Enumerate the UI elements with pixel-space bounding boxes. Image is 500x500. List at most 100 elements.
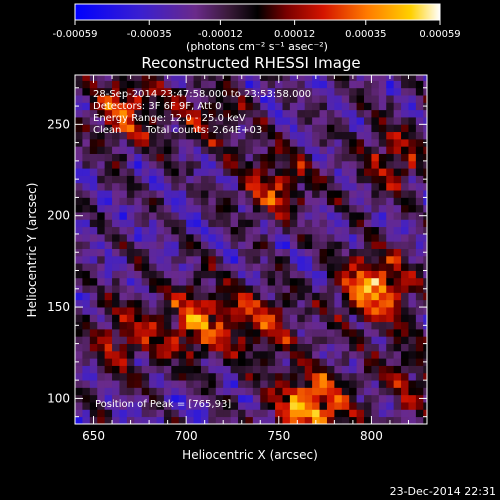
heatmap-cell [304, 124, 313, 133]
heatmap-cell [334, 285, 343, 293]
heatmap-cell [75, 226, 83, 235]
heatmap-cell [408, 204, 417, 213]
heatmap-cell [364, 182, 372, 191]
heatmap-cell [208, 226, 217, 235]
heatmap-cell [186, 343, 194, 352]
heatmap-cell [141, 402, 150, 410]
heatmap-cell [149, 409, 157, 418]
heatmap-cell [82, 146, 91, 154]
heatmap-cell [415, 372, 424, 381]
heatmap-cell [163, 402, 172, 410]
heatmap-cell [112, 277, 120, 286]
heatmap-cell [334, 416, 343, 424]
heatmap-cell [349, 138, 357, 147]
heatmap-cell [334, 409, 343, 418]
heatmap-cell [223, 380, 232, 388]
heatmap-cell [341, 102, 350, 111]
heatmap-cell [326, 146, 335, 154]
heatmap-cell [252, 182, 261, 191]
heatmap-cell [378, 80, 387, 89]
heatmap-cell [415, 336, 424, 345]
heatmap-cell [349, 336, 357, 345]
heatmap-cell [163, 409, 172, 418]
heatmap-cell [252, 350, 261, 359]
heatmap-cell [386, 277, 395, 286]
heatmap-cell [171, 87, 180, 96]
heatmap-cell [386, 402, 395, 410]
heatmap-cell [408, 226, 417, 235]
heatmap-cell [297, 87, 306, 96]
heatmap-cell [141, 328, 150, 337]
heatmap-cell [126, 212, 135, 220]
heatmap-cell [364, 336, 372, 345]
heatmap-cell [223, 102, 232, 111]
heatmap-cell [75, 219, 83, 228]
heatmap-cell [341, 241, 350, 249]
heatmap-cell [149, 336, 157, 345]
heatmap-cell [393, 190, 402, 198]
heatmap-cell [260, 102, 269, 111]
heatmap-cell [245, 402, 254, 410]
heatmap-cell [163, 387, 172, 396]
heatmap-cell [349, 190, 357, 198]
heatmap-cell [252, 380, 261, 388]
heatmap-cell [267, 387, 276, 396]
heatmap-cell [82, 409, 91, 418]
heatmap-cell [134, 168, 143, 176]
heatmap-cell [260, 146, 269, 154]
heatmap-cell [289, 387, 298, 396]
heatmap-cell [119, 285, 128, 293]
heatmap-cell [378, 270, 387, 279]
heatmap-cell [349, 212, 357, 220]
heatmap-cell [401, 190, 409, 198]
heatmap-cell [393, 131, 402, 140]
heatmap-cell [245, 102, 254, 111]
heatmap-cell [304, 87, 313, 96]
heatmap-cell [230, 409, 239, 418]
heatmap-cell [341, 204, 350, 213]
heatmap-cell [319, 182, 328, 191]
heatmap-cell [156, 102, 165, 111]
heatmap-cell [215, 226, 224, 235]
heatmap-cell [171, 416, 180, 424]
heatmap-cell [134, 146, 143, 154]
heatmap-cell [134, 314, 143, 323]
heatmap-cell [178, 233, 187, 242]
heatmap-cell [208, 241, 217, 249]
heatmap-cell [82, 372, 91, 381]
heatmap-cell [312, 409, 320, 418]
heatmap-cell [349, 255, 357, 264]
heatmap-cell [200, 402, 209, 410]
heatmap-cell [112, 248, 120, 257]
heatmap-cell [215, 387, 224, 396]
heatmap-cell [386, 168, 395, 176]
heatmap-cell [245, 117, 254, 125]
heatmap-cell [408, 190, 417, 198]
heatmap-cell [304, 409, 313, 418]
heatmap-cell [386, 387, 395, 396]
heatmap-cell [260, 277, 269, 286]
heatmap-cell [75, 416, 83, 424]
heatmap-cell [334, 307, 343, 315]
heatmap-cell [112, 117, 120, 125]
heatmap-cell [378, 277, 387, 286]
heatmap-cell [356, 109, 365, 118]
heatmap-cell [245, 350, 254, 359]
heatmap-cell [364, 350, 372, 359]
heatmap-cell [200, 197, 209, 206]
heatmap-cell [326, 102, 335, 111]
heatmap-cell [112, 175, 120, 184]
heatmap-cell [275, 95, 283, 103]
heatmap-cell [208, 87, 217, 96]
heatmap-cell [371, 190, 380, 198]
heatmap-cell [267, 299, 276, 308]
colorbar-tick-label: -0.00035 [127, 29, 172, 40]
heatmap-cell [238, 285, 246, 293]
heatmap-cell [415, 117, 424, 125]
heatmap-cell [89, 314, 98, 323]
heatmap-cell [186, 160, 194, 169]
heatmap-cell [297, 197, 306, 206]
heatmap-cell [304, 307, 313, 315]
heatmap-cell [230, 394, 239, 403]
heatmap-cell [297, 168, 306, 176]
